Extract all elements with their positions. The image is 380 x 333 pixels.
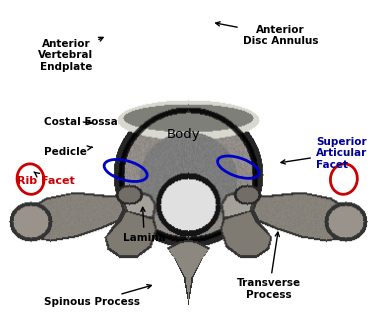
Text: Superior
Articular
Facet: Superior Articular Facet [281, 137, 367, 170]
Text: Spinous Process: Spinous Process [44, 285, 151, 307]
Text: Body: Body [167, 129, 200, 142]
Text: Lamina: Lamina [123, 207, 166, 243]
Text: Rib Facet: Rib Facet [17, 172, 75, 186]
Text: Anterior
Disc Annulus: Anterior Disc Annulus [216, 22, 318, 46]
Text: Transverse
Process: Transverse Process [237, 232, 301, 300]
Text: Anterior
Vertebral
Endplate: Anterior Vertebral Endplate [38, 37, 103, 72]
Text: Costal Fossa: Costal Fossa [44, 117, 117, 127]
Text: Pedicle: Pedicle [44, 146, 92, 157]
